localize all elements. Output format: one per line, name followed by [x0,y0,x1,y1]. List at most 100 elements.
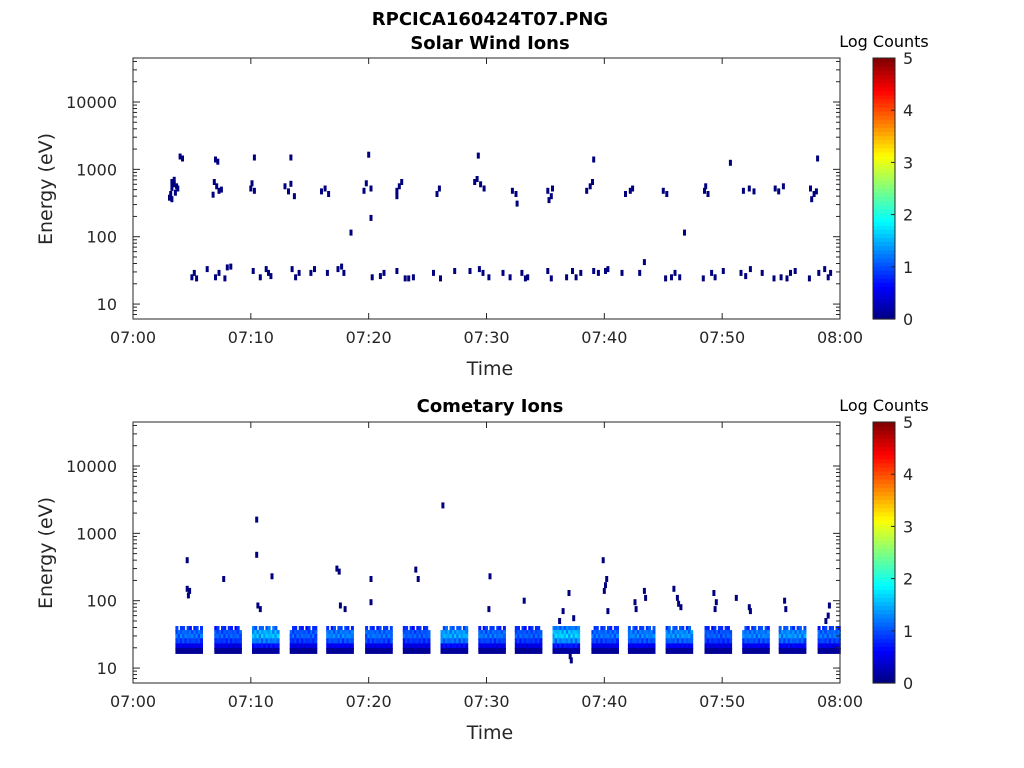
heatmap-cell [822,626,826,632]
heatmap-cell [261,630,264,637]
heatmap-cell [186,643,190,650]
heatmap-cell [639,630,643,637]
heatmap-cell [752,188,756,195]
heatmap-cell [305,630,309,637]
heatmap-cell [197,647,201,654]
heatmap-cell [314,630,318,637]
heatmap-cell [314,626,318,632]
heatmap-cell [620,269,624,276]
heatmap-cell [227,626,231,632]
heatmap-cell [214,643,218,650]
heatmap-cell [376,647,380,654]
heatmap-cell [300,638,304,645]
heatmap-cell [627,633,631,640]
colorbar-segment [873,314,895,320]
heatmap-cell [491,626,495,632]
heatmap-cell [221,647,224,654]
heatmap-cell [809,185,812,192]
heatmap-cell [676,643,680,650]
heatmap-cell [602,638,606,645]
colorbar-segment [873,450,895,456]
heatmap-cell [256,602,260,609]
heatmap-cell [234,638,238,645]
heatmap-cell [574,638,578,645]
heatmap-cell [787,633,791,640]
heatmap-cell [741,187,745,194]
heatmap-cell [460,630,464,637]
heatmap-cell [263,630,267,637]
heatmap-cell [502,633,506,640]
heatmap-cell [523,633,527,640]
heatmap-cell [672,647,676,654]
heatmap-cell [665,638,669,645]
heatmap-cell [292,647,295,654]
heatmap-cell [641,638,645,645]
heatmap-cell [837,633,841,640]
heatmap-cell [339,647,343,654]
heatmap-cell [704,633,708,640]
heatmap-cell [717,626,721,632]
heatmap-cell [418,638,422,645]
heatmap-cell [217,187,221,194]
heatmap-cell [230,630,233,637]
heatmap-cell [451,647,455,654]
heatmap-cell [397,183,401,190]
heatmap-cell [333,647,336,654]
heatmap-cell [191,643,195,650]
heatmap-cell [427,647,431,654]
heatmap-cell [751,626,755,632]
heatmap-cell [423,643,426,650]
cometary-cells [175,502,841,664]
heatmap-cell [650,647,654,654]
colorbar-segment [873,131,895,137]
heatmap-cell [652,643,656,650]
heatmap-cell [595,630,599,637]
heatmap-cell [298,626,302,632]
heatmap-cell [787,643,791,650]
heatmap-cell [238,647,242,654]
heatmap-cell [604,630,608,637]
heatmap-cell [236,638,240,645]
heatmap-cell [792,633,796,640]
heatmap-cell [320,188,323,195]
heatmap-cell [378,273,382,280]
heatmap-cell [613,643,617,650]
heatmap-cell [369,630,373,637]
heatmap-cell [425,630,429,637]
heatmap-cell [766,633,770,640]
heatmap-cell [751,630,755,637]
heatmap-cell [409,638,413,645]
heatmap-cell [385,638,389,645]
heatmap-cell [336,266,340,273]
heatmap-cell [523,638,527,645]
heatmap-cell [557,633,560,640]
heatmap-cell [568,626,572,632]
heatmap-cell [335,565,339,572]
y-tick-label: 10 [97,295,117,314]
heatmap-cell [270,573,274,580]
heatmap-cell [309,630,313,637]
heatmap-cell [591,643,595,650]
x-tick-label: 08:00 [817,692,863,711]
heatmap-cell [744,273,748,280]
heatmap-cell [480,633,484,640]
heatmap-cell [442,638,446,645]
heatmap-cell [252,647,255,654]
heatmap-cell [514,633,518,640]
heatmap-cell [496,647,500,654]
heatmap-cell [577,626,581,632]
heatmap-cell [643,647,647,654]
colorbar-segment [873,434,895,439]
heatmap-cell [532,647,536,654]
heatmap-cell [420,643,424,650]
heatmap-cell [478,647,482,654]
heatmap-cell [519,643,523,650]
heatmap-cell [672,585,676,592]
heatmap-cell [565,630,569,637]
heatmap-cell [195,647,199,654]
heatmap-cell [577,647,581,654]
heatmap-cell [350,643,354,650]
heatmap-cell [258,638,262,645]
heatmap-cell [200,647,203,654]
heatmap-cell [496,626,500,632]
